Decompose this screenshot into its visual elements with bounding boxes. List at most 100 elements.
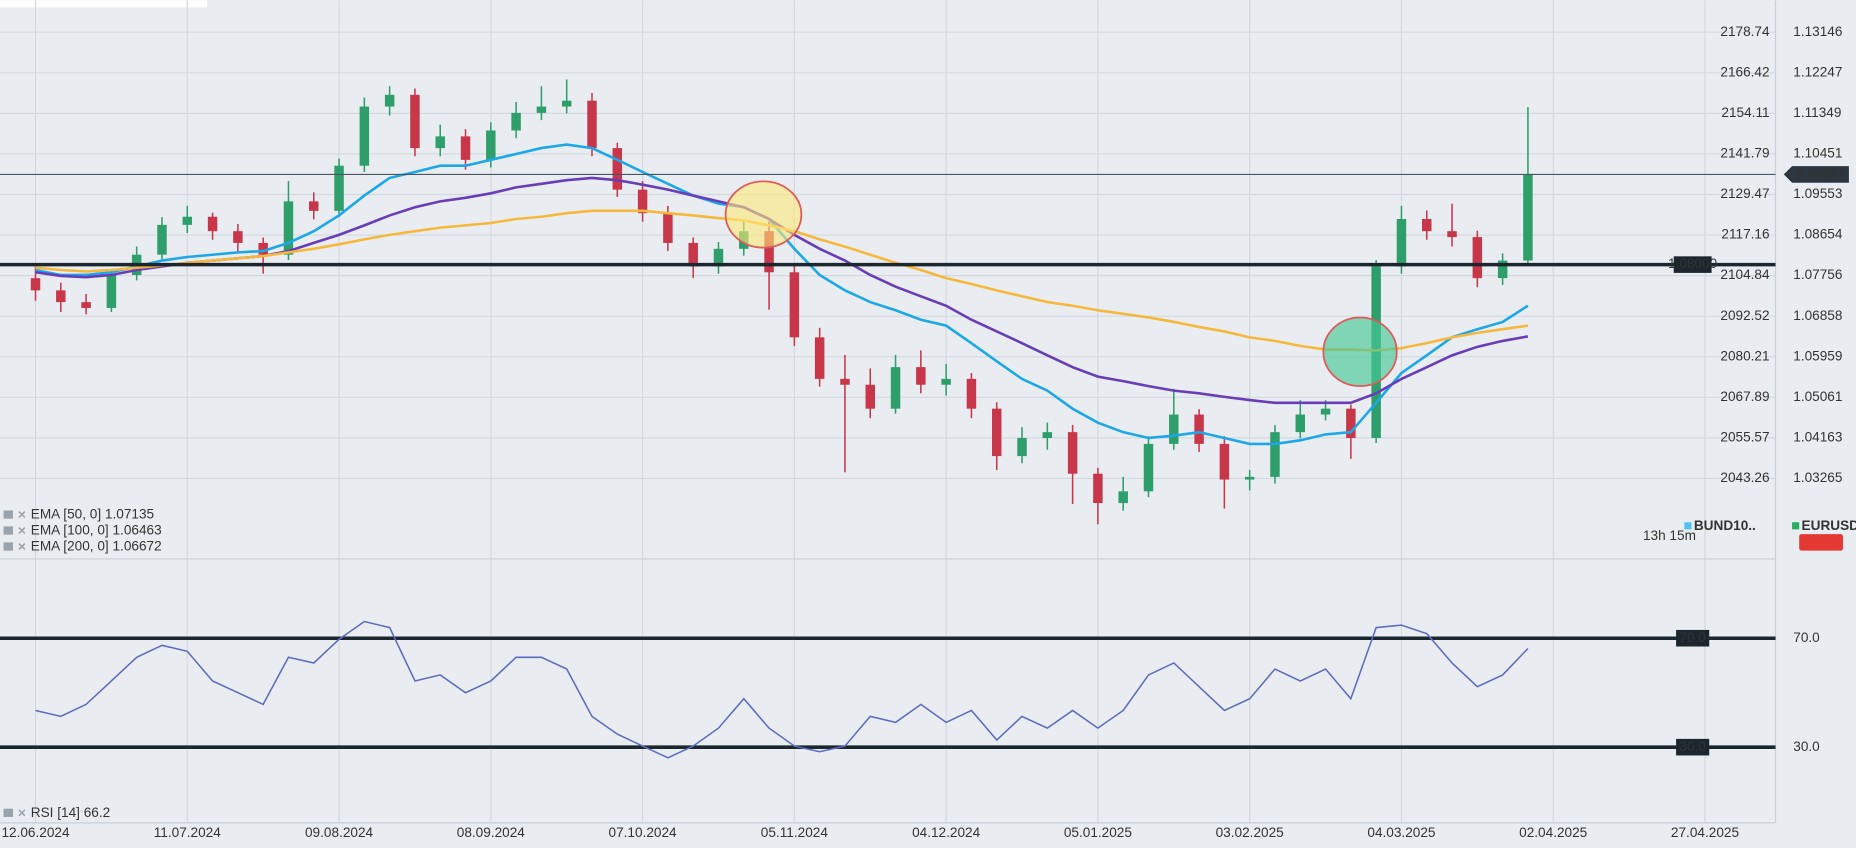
candle-body <box>1295 414 1305 433</box>
x-tick-label: 09.08.2024 <box>305 825 374 840</box>
candle-body <box>1320 408 1331 415</box>
x-tick-label: 07.10.2024 <box>609 825 678 840</box>
candle-body <box>384 94 395 107</box>
candle-body <box>1219 443 1230 480</box>
candle-body <box>1042 432 1053 439</box>
candle-body <box>941 378 951 385</box>
y2-tick-label: 2129.47 <box>1720 186 1769 201</box>
candle-body <box>612 148 623 190</box>
y2-tick-label: 2043.26 <box>1720 470 1769 485</box>
rsi-tick-label: 70.0 <box>1793 630 1820 645</box>
candle-body <box>1067 432 1078 474</box>
candle-body <box>789 272 800 338</box>
highlight-circle <box>724 180 803 249</box>
candle-body <box>1472 237 1483 279</box>
top-box <box>0 0 208 8</box>
candle-body <box>334 165 344 211</box>
legend-label: RSI [14] 66.2 <box>31 805 110 820</box>
x-tick-label: 03.02.2025 <box>1216 825 1284 840</box>
legend-close <box>18 527 26 535</box>
legend-close <box>18 543 26 551</box>
candle-body <box>233 231 243 243</box>
legend-icon <box>3 542 14 551</box>
y-tick-label: 1.11349 <box>1793 105 1841 120</box>
x-tick-label: 12.06.2024 <box>1 825 70 840</box>
y-tick-label: 1.05061 <box>1793 389 1842 404</box>
legend-icon <box>3 526 14 535</box>
instrument-swatch <box>1684 522 1692 530</box>
candle-body <box>1422 219 1432 232</box>
last-price-label: 1.09997 <box>1796 166 1845 181</box>
y2-tick-label: 2067.89 <box>1720 389 1769 404</box>
y-tick-label: 1.03265 <box>1793 470 1842 485</box>
y-tick-label: 1.05959 <box>1793 348 1842 363</box>
candle-body <box>157 224 167 255</box>
y2-tick-label: 2055.57 <box>1720 429 1769 444</box>
y-tick-label: 1.07756 <box>1793 267 1842 282</box>
y2-tick-label: 2166.42 <box>1720 64 1769 79</box>
y-tick-label: 1.08654 <box>1793 227 1843 242</box>
x-tick-label: 05.11.2024 <box>761 825 829 840</box>
candle-body <box>587 100 597 149</box>
rsi-line <box>35 620 1529 759</box>
candle-body <box>106 274 117 308</box>
candle-body <box>410 94 420 149</box>
grid <box>0 0 1777 824</box>
candle-body <box>283 201 294 255</box>
candle-body <box>1169 414 1179 444</box>
candle-body <box>561 100 572 107</box>
candle-body <box>1244 476 1255 480</box>
legend-icon <box>3 808 14 817</box>
candle-body <box>688 242 698 267</box>
candle-body <box>991 408 1002 457</box>
instrument-label: EURUSD <box>1802 518 1856 533</box>
candle-body <box>258 242 268 255</box>
rsi-level-label: 30.0 <box>1679 739 1706 754</box>
legend-label: EMA [200, 0] 1.06672 <box>31 539 162 554</box>
candle-body <box>840 378 850 385</box>
candle-body <box>486 130 496 160</box>
candle-body <box>1523 174 1533 261</box>
candle-body <box>1143 443 1154 492</box>
candle-body <box>1346 408 1356 439</box>
x-tick-label: 04.03.2025 <box>1367 825 1435 840</box>
candle-body <box>511 112 521 131</box>
legend-label: EMA [100, 0] 1.06463 <box>31 523 162 538</box>
x-tick-label: 08.09.2024 <box>457 825 526 840</box>
candle-body <box>309 201 319 211</box>
candle-body <box>814 337 825 379</box>
overlay: 1.13146 1.12247 1.11349 1.10451 1.09553 1.086… <box>1 24 1856 840</box>
candle-body <box>865 384 875 409</box>
y2-tick-label: 2080.21 <box>1720 348 1769 363</box>
y-tick-label: 1.06858 <box>1793 308 1842 323</box>
legend-close <box>18 511 26 519</box>
y-tick-label: 1.09553 <box>1793 186 1842 201</box>
rsi-level-box <box>1676 629 1710 647</box>
highlight-circle <box>1322 316 1398 388</box>
y-tick-label: 1.10451 <box>1793 146 1842 161</box>
countdown: 13h 15m <box>1643 528 1696 543</box>
rsi-level-label: 70.0 <box>1679 630 1706 645</box>
y2-tick-label: 2154.11 <box>1721 105 1769 120</box>
last-price-box <box>1783 166 1849 183</box>
instrument-label: BUND10.. <box>1694 518 1756 533</box>
instrument-swatch <box>1792 522 1800 530</box>
y2-tick-label: 2092.52 <box>1720 308 1769 323</box>
y2-tick-label: 2104.84 <box>1720 267 1770 282</box>
support-label-box <box>1673 256 1712 273</box>
candle-body <box>1194 414 1204 444</box>
rsi-tick-label: 30.0 <box>1793 739 1820 754</box>
candle-body <box>536 106 547 113</box>
x-tick-label: 11.07.2024 <box>154 825 222 840</box>
candle-body <box>1497 260 1508 279</box>
candle-body <box>764 231 774 273</box>
x-tick-label: 04.12.2024 <box>912 825 981 840</box>
candle-body <box>1017 438 1027 457</box>
candle-body <box>1093 473 1103 504</box>
y-tick-label: 1.13146 <box>1793 24 1842 39</box>
candle-body <box>359 106 370 166</box>
instrument-price-box <box>1799 534 1843 551</box>
